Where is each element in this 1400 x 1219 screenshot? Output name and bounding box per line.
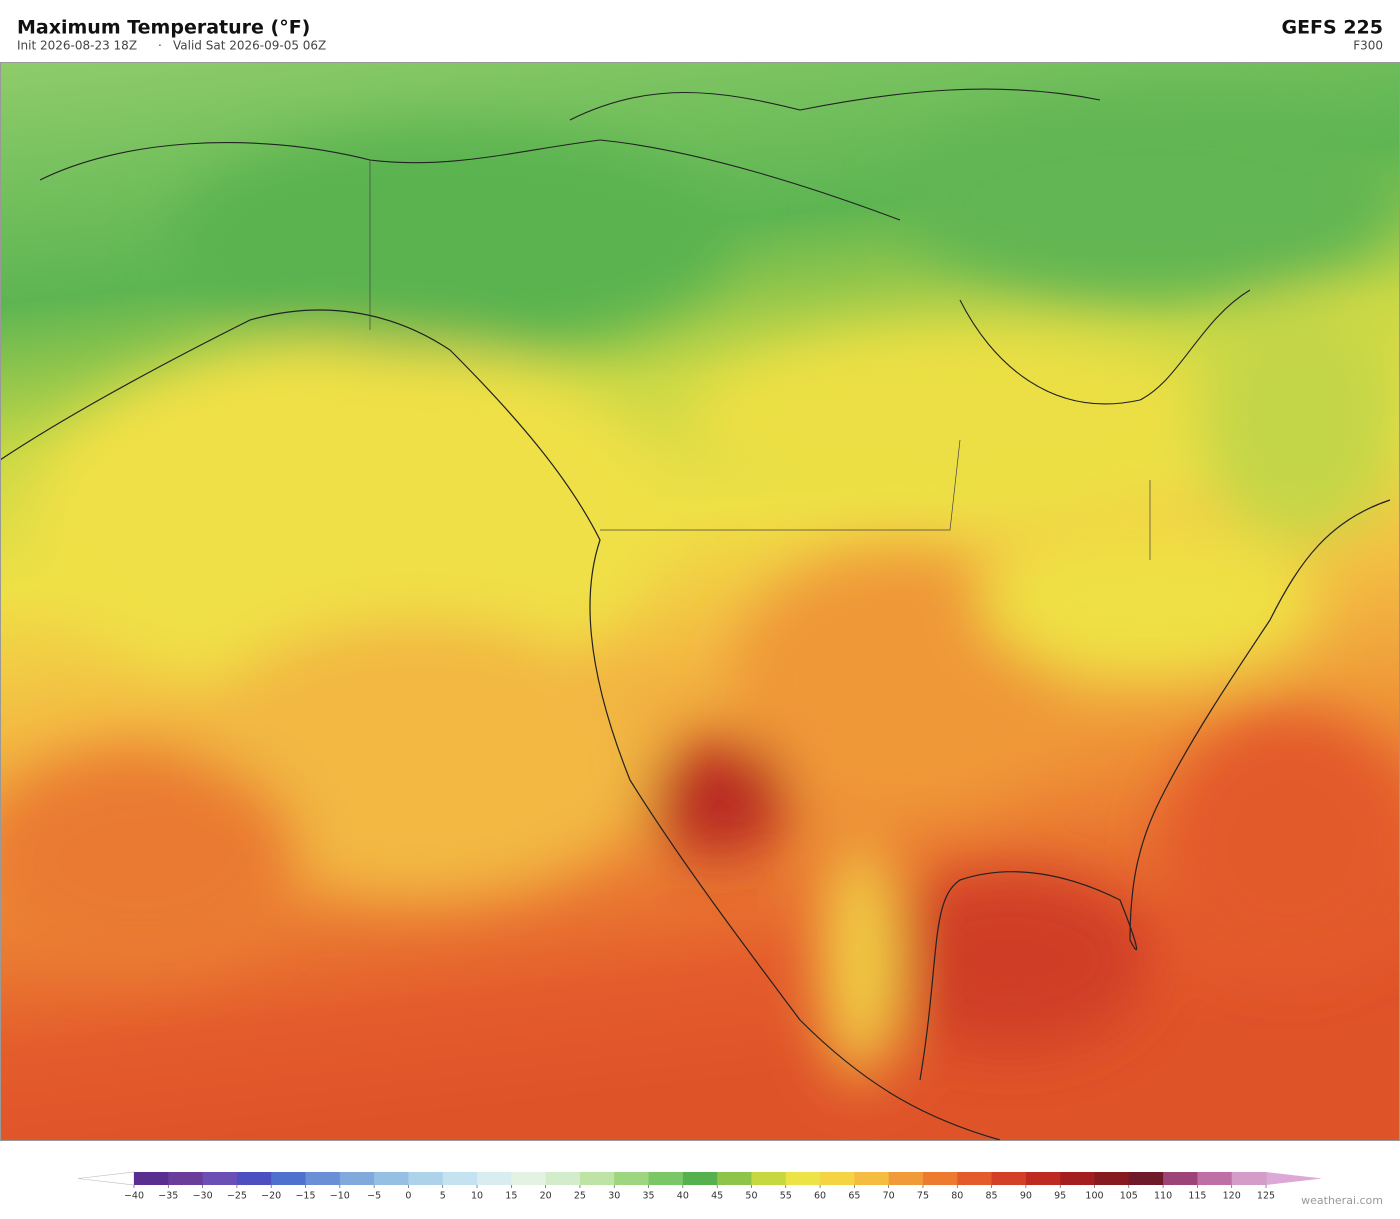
colorbar-tick-label: 85	[986, 1191, 998, 1202]
colorbar-tick-label: 105	[1120, 1191, 1138, 1202]
colorbar-bin	[648, 1172, 684, 1185]
colorbar-bin	[922, 1172, 958, 1185]
valid-time: Valid Sat 2026-09-05 06Z	[173, 39, 326, 53]
colorbar-tick-label: 35	[642, 1191, 654, 1202]
colorbar-tick-label: −35	[158, 1191, 178, 1202]
colorbar-bin	[339, 1172, 375, 1185]
colorbar-tick-label: 20	[540, 1191, 552, 1202]
colorbar-tick-label: 90	[1020, 1191, 1032, 1202]
colorbar-bin	[991, 1172, 1027, 1185]
colorbar-tick-label: −15	[295, 1191, 315, 1202]
colorbar-bin	[579, 1172, 615, 1185]
colorbar-bin	[1231, 1172, 1267, 1185]
colorbar-tick-label: 10	[471, 1191, 483, 1202]
colorbar-tick-label: 5	[440, 1191, 446, 1202]
colorbar-tick-label: 30	[608, 1191, 620, 1202]
colorbar-tick-label: 110	[1154, 1191, 1172, 1202]
colorbar-bin	[717, 1172, 752, 1185]
title: Maximum Temperature (°F)	[17, 17, 310, 39]
colorbar-tick-label: 75	[917, 1191, 929, 1202]
colorbar: −40 −35 −30 −25 −20 −15 −10 −5 0 5 10 15 20 25 30 35 40 4…	[77, 1171, 1322, 1202]
colorbar-bin	[751, 1172, 787, 1185]
colorbar-tick-label: −30	[193, 1191, 213, 1202]
colorbar-tick-label: 95	[1054, 1191, 1066, 1202]
colorbar-bin	[168, 1172, 204, 1185]
model-name: GEFS 225	[1281, 17, 1383, 39]
credit: weatherai.com	[1301, 1194, 1383, 1207]
colorbar-bin	[1094, 1172, 1130, 1185]
colorbar-under	[77, 1171, 135, 1186]
colorbar-bin	[134, 1172, 169, 1185]
colorbar-tick-label: 65	[848, 1191, 860, 1202]
colorbar-bin	[888, 1172, 924, 1185]
colorbar-tick-label: 55	[780, 1191, 792, 1202]
colorbar-tick-label: −25	[227, 1191, 247, 1202]
init-time: Init 2026-08-23 18Z	[17, 39, 137, 53]
colorbar-bin	[236, 1172, 272, 1185]
colorbar-bin	[1025, 1172, 1061, 1185]
colorbar-tick-label: −20	[261, 1191, 281, 1202]
colorbar-bin	[1128, 1172, 1164, 1185]
colorbar-bin	[614, 1172, 650, 1185]
colorbar-bin	[785, 1172, 821, 1185]
temperature-map	[0, 62, 1400, 1140]
colorbar-tick-label: 0	[405, 1191, 411, 1202]
colorbar-tick-label: 125	[1257, 1191, 1275, 1202]
colorbar-bin	[854, 1172, 890, 1185]
colorbar-tick-label: 120	[1223, 1191, 1241, 1202]
colorbar-bin	[1060, 1172, 1095, 1185]
colorbar-bin	[1197, 1172, 1233, 1185]
colorbar-bin	[374, 1172, 409, 1185]
colorbar-tick-label: −40	[124, 1191, 144, 1202]
colorbar-bin	[305, 1172, 341, 1185]
separator: ·	[158, 39, 162, 53]
colorbar-bin	[1163, 1172, 1198, 1185]
colorbar-over	[1266, 1172, 1322, 1185]
colorbar-bin	[442, 1172, 478, 1185]
colorbar-tick-label: −5	[367, 1191, 381, 1202]
colorbar-bin	[477, 1172, 512, 1185]
colorbar-bin	[408, 1172, 444, 1185]
colorbar-bin	[202, 1172, 238, 1185]
colorbar-bin	[957, 1172, 993, 1185]
colorbar-tick-label: 40	[677, 1191, 689, 1202]
colorbar-tick-label: 70	[883, 1191, 895, 1202]
colorbar-tick-label: 50	[745, 1191, 757, 1202]
colorbar-bin	[820, 1172, 855, 1185]
colorbar-bin	[511, 1172, 547, 1185]
colorbar-tick-label: 115	[1188, 1191, 1206, 1202]
colorbar-tick-label: 80	[951, 1191, 963, 1202]
forecast-hour: F300	[1353, 39, 1383, 53]
colorbar-tick-label: 15	[505, 1191, 517, 1202]
colorbar-tick-label: 100	[1085, 1191, 1103, 1202]
colorbar-tick-label: −10	[330, 1191, 350, 1202]
colorbar-tick-label: 25	[574, 1191, 586, 1202]
colorbar-tick-label: 60	[814, 1191, 826, 1202]
colorbar-bin	[271, 1172, 307, 1185]
colorbar-tick-label: 45	[711, 1191, 723, 1202]
colorbar-bin	[545, 1172, 581, 1185]
colorbar-bin	[682, 1172, 718, 1185]
